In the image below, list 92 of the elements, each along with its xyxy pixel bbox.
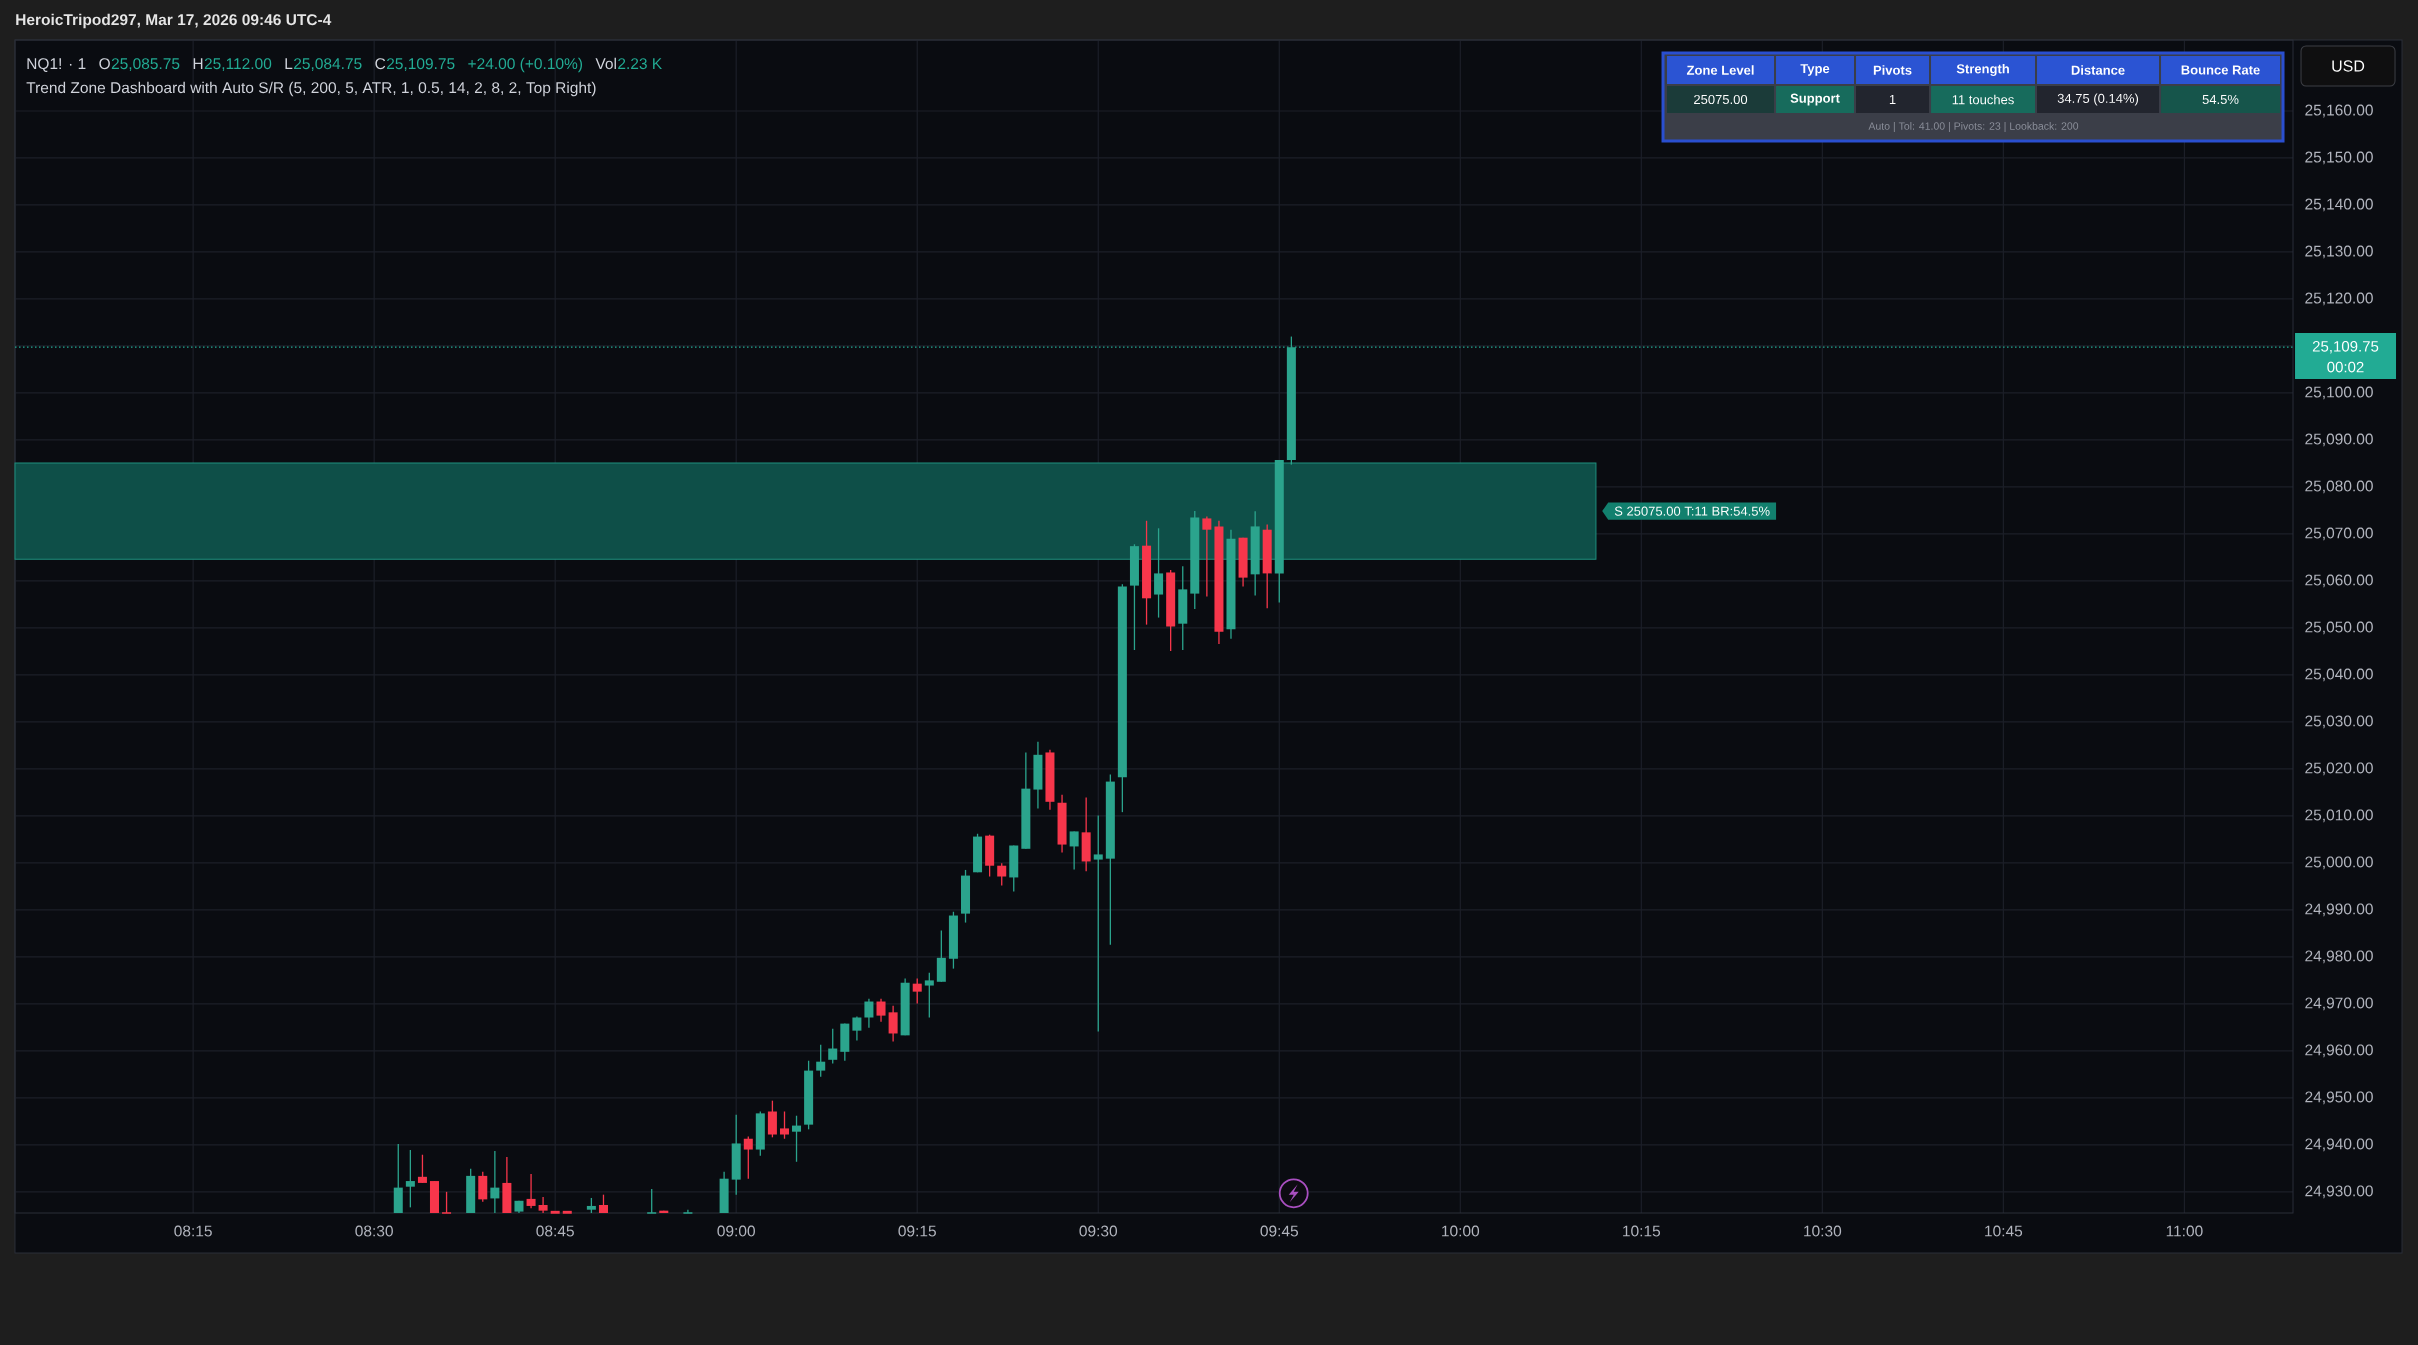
annotation: O xyxy=(99,58,110,70)
y-tick-label: 25,130.00 xyxy=(2305,245,2373,259)
annotation: 2.23 K xyxy=(618,58,662,70)
candlestick xyxy=(1069,830,1079,871)
annotation: 25,112.00 xyxy=(204,58,272,71)
y-tick-label: 25,160.00 xyxy=(2305,104,2373,118)
y-tick-label: 25,100.00 xyxy=(2305,386,2373,400)
x-tick-label: 09:45 xyxy=(1260,1225,1299,1237)
candlestick xyxy=(912,977,922,1005)
y-tick-label: 24,940.00 xyxy=(2305,1138,2373,1152)
candlestick xyxy=(442,1191,452,1214)
candlestick xyxy=(1093,814,1103,1033)
y-tick-label: 24,930.00 xyxy=(2305,1185,2373,1199)
chart-title: HeroicTripod297, Mar 17, 2026 09:46 UTC-4 xyxy=(16,13,332,29)
y-tick-label: 24,970.00 xyxy=(2305,997,2373,1011)
annotation: Bounce Rate xyxy=(2181,65,2260,75)
y-tick-label: 25,040.00 xyxy=(2305,668,2373,682)
candlestick xyxy=(478,1171,488,1203)
y-tick-label: 24,950.00 xyxy=(2305,1091,2373,1105)
candlestick xyxy=(779,1110,790,1140)
annotation: Strength xyxy=(1956,63,2009,77)
annotation: 25,085.75 xyxy=(111,58,180,71)
y-tick-label: 25,120.00 xyxy=(2305,292,2373,306)
candlestick xyxy=(647,1188,657,1214)
annotation: Distance xyxy=(2071,65,2125,75)
candlestick xyxy=(1154,527,1164,619)
candlestick xyxy=(852,1015,862,1042)
y-tick-label: 25,090.00 xyxy=(2305,433,2373,447)
x-tick-label: 08:30 xyxy=(355,1225,393,1237)
y-axis-title: USD xyxy=(2332,60,2365,72)
candlestick xyxy=(936,929,946,983)
annotation: Type xyxy=(1800,64,1830,76)
y-tick-label: 24,990.00 xyxy=(2305,903,2373,917)
candlestick xyxy=(1202,515,1212,598)
annotation: Support xyxy=(1790,93,1840,106)
candlestick xyxy=(490,1150,500,1214)
ref-line-label: 25,109.75 xyxy=(2312,341,2379,354)
candlestick xyxy=(743,1135,753,1180)
annotation: Auto | Tol: 41.00 | Pivots: 23 | Lookback: 200 xyxy=(1868,122,2079,132)
annotation: Zone Level xyxy=(1686,65,1754,75)
x-tick-label: 09:30 xyxy=(1079,1225,1118,1237)
candlestick xyxy=(888,1005,898,1043)
annotation: 11 touches xyxy=(1952,94,2014,105)
candlestick xyxy=(526,1173,536,1209)
y-tick-label: 25,000.00 xyxy=(2305,856,2373,870)
annotation: H xyxy=(193,58,203,69)
band-label: S 25075.00 T:11 BR:54.5% xyxy=(1614,506,1770,516)
y-tick-label: 25,020.00 xyxy=(2305,762,2373,776)
annotation: Trend Zone Dashboard with Auto S/R (5, 200, 5, ATR, 1, 0.5, 14, 2, 8, 2, Top Right) xyxy=(26,81,596,97)
text: NQ1! · 1 xyxy=(27,58,86,72)
candlestick xyxy=(924,972,934,1019)
candlestick xyxy=(997,862,1007,887)
candlestick xyxy=(538,1196,548,1214)
y-tick-label: 25,060.00 xyxy=(2305,574,2373,588)
x-tick-label: 10:00 xyxy=(1442,1225,1480,1237)
candlestick xyxy=(792,1115,802,1163)
candlestick xyxy=(767,1100,777,1138)
candlestick xyxy=(405,1149,415,1209)
annotation: 34.75 (0.14%) xyxy=(2057,93,2139,106)
annotation: Pivots xyxy=(1873,65,1912,75)
annotation: 54.5% xyxy=(2202,94,2239,105)
annotation: C xyxy=(375,58,386,70)
y-tick-label: 24,980.00 xyxy=(2305,950,2373,964)
y-tick-label: 25,030.00 xyxy=(2305,715,2373,729)
x-tick-label: 11:00 xyxy=(2166,1225,2203,1237)
y-tick-label: 25,010.00 xyxy=(2305,809,2373,823)
annotation: 1 xyxy=(1889,95,1896,104)
annotation: Vol xyxy=(595,57,616,70)
x-tick-label: 10:15 xyxy=(1623,1225,1661,1237)
candlestick xyxy=(876,998,886,1023)
y-tick-label: 24,960.00 xyxy=(2305,1044,2373,1058)
x-tick-label: 10:45 xyxy=(1985,1225,2023,1237)
y-tick-label: 25,140.00 xyxy=(2305,198,2373,212)
x-tick-label: 08:15 xyxy=(174,1225,212,1237)
candlestick xyxy=(864,998,874,1029)
annotation: L xyxy=(285,58,293,69)
candlestick xyxy=(828,1028,838,1065)
x-tick-label: 08:45 xyxy=(536,1225,574,1237)
annotation: 25075.00 xyxy=(1694,94,1748,105)
x-tick-label: 09:15 xyxy=(898,1225,936,1237)
y-tick-label: 25,050.00 xyxy=(2305,621,2373,635)
candlestick xyxy=(816,1044,826,1078)
x-tick-label: 10:30 xyxy=(1804,1225,1842,1237)
y-tick-label: 25,080.00 xyxy=(2305,480,2373,494)
annotation: +24.00 (+0.10%) xyxy=(468,57,583,73)
y-tick-label: 25,070.00 xyxy=(2305,527,2373,541)
candlestick xyxy=(417,1154,427,1184)
y-tick-label: 25,150.00 xyxy=(2305,151,2373,165)
annotation: 25,084.75 xyxy=(294,58,362,71)
annotation: 25,109.75 xyxy=(386,58,455,71)
text: 00:02 xyxy=(2327,361,2364,373)
x-tick-label: 09:00 xyxy=(717,1225,755,1237)
